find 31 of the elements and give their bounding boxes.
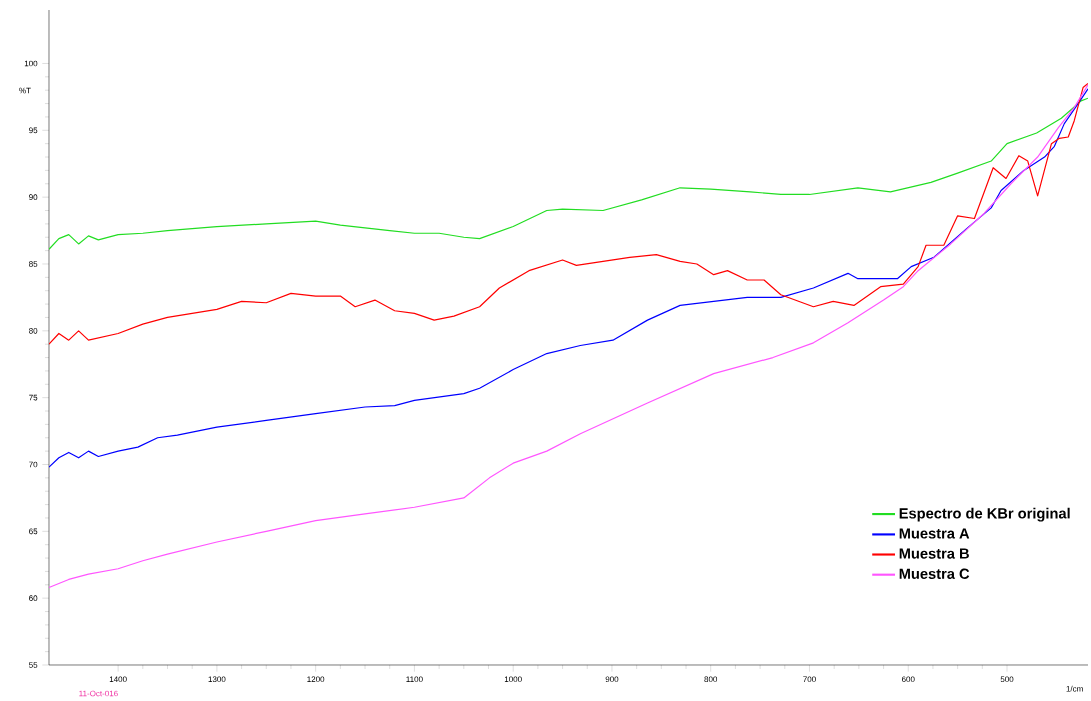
y-tick-label: 85	[29, 261, 38, 267]
x-axis-title: 1/cm	[1066, 685, 1083, 692]
legend-label: Muestra B	[899, 548, 969, 559]
line-series	[48, 88, 1088, 468]
legend-label: Muestra C	[899, 568, 970, 579]
x-tick-label: 1200	[307, 676, 325, 683]
line-series	[48, 84, 1088, 589]
x-tick-label: 900	[605, 676, 619, 683]
x-tick-label: 500	[1000, 676, 1014, 683]
x-tick-label: 1400	[109, 676, 127, 683]
y-axis-title: %T	[19, 87, 31, 94]
y-tick-label: 90	[29, 194, 38, 200]
x-tick-label: 1300	[208, 676, 226, 683]
line-series	[48, 97, 1088, 250]
line-series	[48, 82, 1088, 345]
y-tick-label: 70	[29, 461, 38, 468]
legend-label: Muestra A	[899, 528, 970, 539]
y-tick-label: 75	[29, 394, 38, 401]
text: 11-Oct-016	[79, 690, 118, 697]
y-tick-label: 95	[29, 127, 38, 134]
y-tick-label: 60	[29, 595, 38, 601]
y-tick-label: 55	[29, 662, 38, 668]
y-tick-label: 65	[29, 528, 38, 535]
x-tick-label: 800	[704, 676, 718, 683]
x-tick-label: 600	[901, 676, 915, 683]
y-tick-label: 100	[24, 60, 38, 67]
y-tick-label: 80	[29, 327, 38, 334]
x-tick-label: 700	[803, 676, 816, 683]
x-tick-label: 1000	[504, 676, 522, 683]
legend-label: Espectro de KBr original	[899, 507, 1070, 522]
x-tick-label: 1100	[406, 676, 423, 683]
